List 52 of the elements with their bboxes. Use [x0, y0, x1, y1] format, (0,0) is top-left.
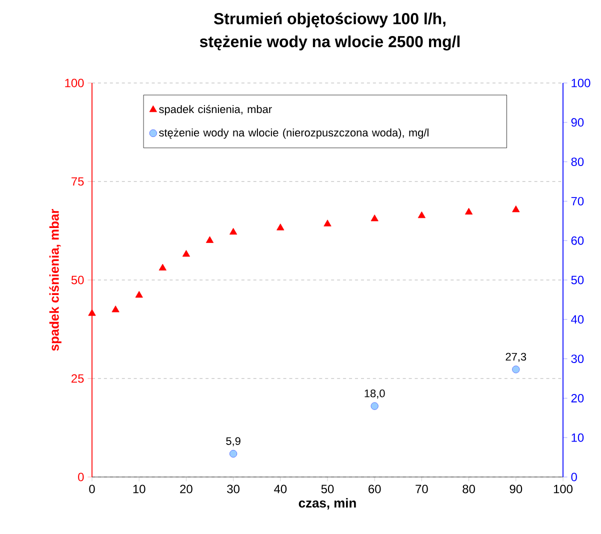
y2-tick-label: 70 [571, 196, 584, 206]
y-tick-label: 50 [71, 276, 84, 284]
y2-tick-label: 60 [571, 236, 584, 245]
chart-title: Strumień objętościowy 100 l/h, [214, 12, 446, 28]
x-axis-title: czas, min [298, 498, 356, 510]
legend-label: spadek ciśnienia, mbar [159, 104, 272, 116]
x-tick-label: 30 [227, 484, 240, 494]
data-label: 18,0 [364, 390, 385, 399]
x-tick-label: 100 [554, 484, 573, 494]
point [324, 220, 332, 226]
point [230, 450, 238, 458]
x-tick-label: 10 [133, 484, 146, 494]
x-tick-label: 0 [89, 484, 95, 494]
x-tick-label: 90 [510, 484, 522, 494]
point [158, 264, 166, 270]
x-tick-label: 20 [180, 484, 192, 494]
point [276, 224, 284, 230]
x-tick-label: 70 [416, 484, 428, 494]
point [229, 228, 238, 235]
point [370, 214, 378, 222]
x-tick-label: 40 [274, 484, 287, 494]
y2-tick-label: 90 [571, 118, 584, 127]
y-tick-label: 100 [65, 78, 84, 88]
point [464, 208, 473, 215]
x-tick-label: 80 [462, 484, 475, 494]
y-axis-title: spadek ciśnienia, mbar [49, 208, 62, 351]
y2-tick-label: 30 [571, 354, 584, 364]
y-tick-label: 25 [72, 374, 84, 383]
point [512, 205, 520, 212]
x-tick-label: 50 [321, 484, 334, 494]
point [88, 309, 96, 316]
point [135, 290, 143, 298]
x-tick-label: 60 [368, 484, 381, 494]
y-tick-label: 0 [78, 472, 84, 482]
y2-tick-label: 50 [571, 276, 584, 284]
y2-tick-label: 10 [572, 433, 584, 442]
y2-tick-label: 20 [571, 394, 584, 402]
point [206, 236, 214, 243]
y2-tick-label: 80 [571, 158, 584, 166]
data-label: 27,3 [506, 352, 526, 362]
data-label: 5,9 [226, 437, 240, 446]
point [112, 306, 120, 312]
point [370, 402, 378, 410]
y2-tick-label: 100 [572, 78, 590, 88]
y-tick-label: 75 [72, 177, 84, 186]
point [182, 250, 190, 257]
point [512, 366, 520, 374]
y2-tick-label: 40 [571, 315, 584, 324]
y2-tick-label: 0 [571, 472, 577, 482]
chart-subtitle: stężenie wody na wlocie 2500 mg/l [200, 36, 460, 50]
legend-label: stężenie wody na wlocie (nierozpuszczona woda), mg/l [159, 128, 428, 139]
point [418, 211, 426, 218]
